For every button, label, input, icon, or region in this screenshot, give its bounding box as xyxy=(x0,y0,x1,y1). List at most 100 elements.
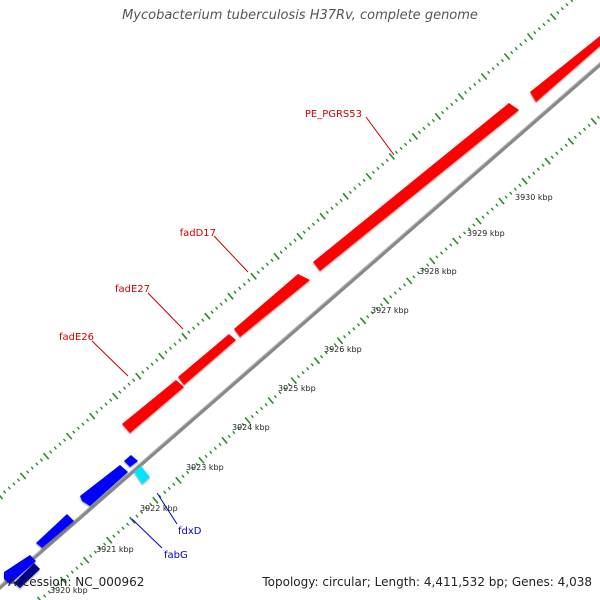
major-tick xyxy=(549,13,557,21)
major-tick xyxy=(42,452,50,460)
leader-line xyxy=(213,235,249,273)
leader-line xyxy=(147,292,184,330)
major-tick xyxy=(457,92,465,101)
minor-tick xyxy=(347,331,351,335)
minor-tick xyxy=(135,514,139,518)
major-tick xyxy=(405,277,413,285)
minor-tick xyxy=(204,454,208,459)
minor-tick xyxy=(416,271,421,275)
minor-tick xyxy=(542,22,546,27)
scale-label: 3921 kbp xyxy=(96,545,134,554)
gene-label[interactable]: fadE27 xyxy=(115,284,150,295)
minor-tick xyxy=(357,182,362,187)
major-tick xyxy=(336,337,344,345)
minor-tick xyxy=(491,66,495,71)
minor-tick xyxy=(362,178,366,183)
major-tick xyxy=(521,177,528,185)
major-tick xyxy=(198,456,205,464)
minor-tick xyxy=(62,438,67,442)
minor-tick xyxy=(155,358,159,362)
minor-tick xyxy=(66,574,70,578)
minor-tick xyxy=(486,211,490,215)
gene-label[interactable]: PE_PGRS53 xyxy=(305,109,362,120)
minor-tick xyxy=(273,394,277,399)
minor-tick xyxy=(261,266,265,270)
minor-tick xyxy=(302,230,306,234)
minor-tick xyxy=(158,494,162,498)
minor-tick xyxy=(150,362,154,366)
gene-label[interactable]: fadD17 xyxy=(180,228,216,239)
major-tick xyxy=(221,436,228,445)
minor-tick xyxy=(98,546,102,550)
minor-tick xyxy=(560,6,564,11)
gene-label[interactable]: fdxD xyxy=(178,526,202,537)
minor-tick xyxy=(408,138,412,143)
minor-tick xyxy=(541,163,545,167)
minor-tick xyxy=(112,534,116,538)
minor-tick xyxy=(417,130,422,135)
minor-tick xyxy=(537,26,541,31)
major-tick xyxy=(105,536,113,544)
minor-tick xyxy=(307,226,311,230)
minor-tick xyxy=(238,286,242,290)
gene-arrow xyxy=(124,455,138,467)
minor-tick xyxy=(421,267,425,271)
major-tick xyxy=(65,432,73,440)
major-tick xyxy=(319,212,326,220)
minor-tick xyxy=(325,210,329,215)
major-tick xyxy=(88,412,96,420)
minor-tick xyxy=(93,550,97,554)
minor-tick xyxy=(487,70,491,75)
major-tick xyxy=(0,494,4,500)
leader-line xyxy=(156,492,178,525)
minor-tick xyxy=(398,287,402,291)
minor-tick xyxy=(343,335,347,339)
major-tick xyxy=(273,252,280,260)
minor-tick xyxy=(145,366,150,370)
minor-tick xyxy=(265,262,269,266)
minor-tick xyxy=(481,215,485,219)
minor-tick xyxy=(233,290,237,294)
minor-tick xyxy=(504,195,508,199)
minor-tick xyxy=(213,446,217,451)
scale-label: 3930 kbp xyxy=(515,193,553,202)
major-tick xyxy=(480,72,488,81)
minor-tick xyxy=(444,247,448,251)
minor-tick xyxy=(241,422,245,427)
minor-tick xyxy=(264,402,268,407)
minor-tick xyxy=(16,478,21,482)
scale-label: 3923 kbp xyxy=(186,463,224,472)
minor-tick xyxy=(573,135,577,139)
major-tick xyxy=(158,352,165,360)
major-tick xyxy=(175,476,182,484)
minor-tick xyxy=(376,166,380,171)
minor-tick xyxy=(30,466,34,470)
gene-label[interactable]: fadE26 xyxy=(59,332,94,343)
minor-tick xyxy=(218,442,222,447)
leader-line xyxy=(365,116,395,156)
minor-tick xyxy=(500,58,505,63)
minor-tick xyxy=(334,202,339,207)
minor-tick xyxy=(104,402,108,406)
minor-tick xyxy=(393,291,397,295)
major-tick xyxy=(112,392,119,400)
minor-tick xyxy=(467,227,471,231)
scale-label: 3924 kbp xyxy=(232,423,270,432)
major-tick xyxy=(475,217,482,225)
minor-tick xyxy=(435,255,439,259)
minor-tick xyxy=(122,386,127,390)
minor-tick xyxy=(283,386,287,391)
gene-label[interactable]: fabG xyxy=(164,550,188,561)
minor-tick xyxy=(559,147,564,151)
major-tick xyxy=(244,416,251,425)
minor-tick xyxy=(555,151,559,155)
minor-tick xyxy=(35,462,39,466)
backbone-line xyxy=(0,61,600,590)
major-tick xyxy=(19,472,27,480)
minor-tick xyxy=(127,382,131,386)
minor-tick xyxy=(210,310,214,314)
minor-tick xyxy=(565,2,569,7)
minor-tick xyxy=(519,42,523,47)
major-tick xyxy=(290,377,298,385)
minor-tick xyxy=(247,278,251,282)
